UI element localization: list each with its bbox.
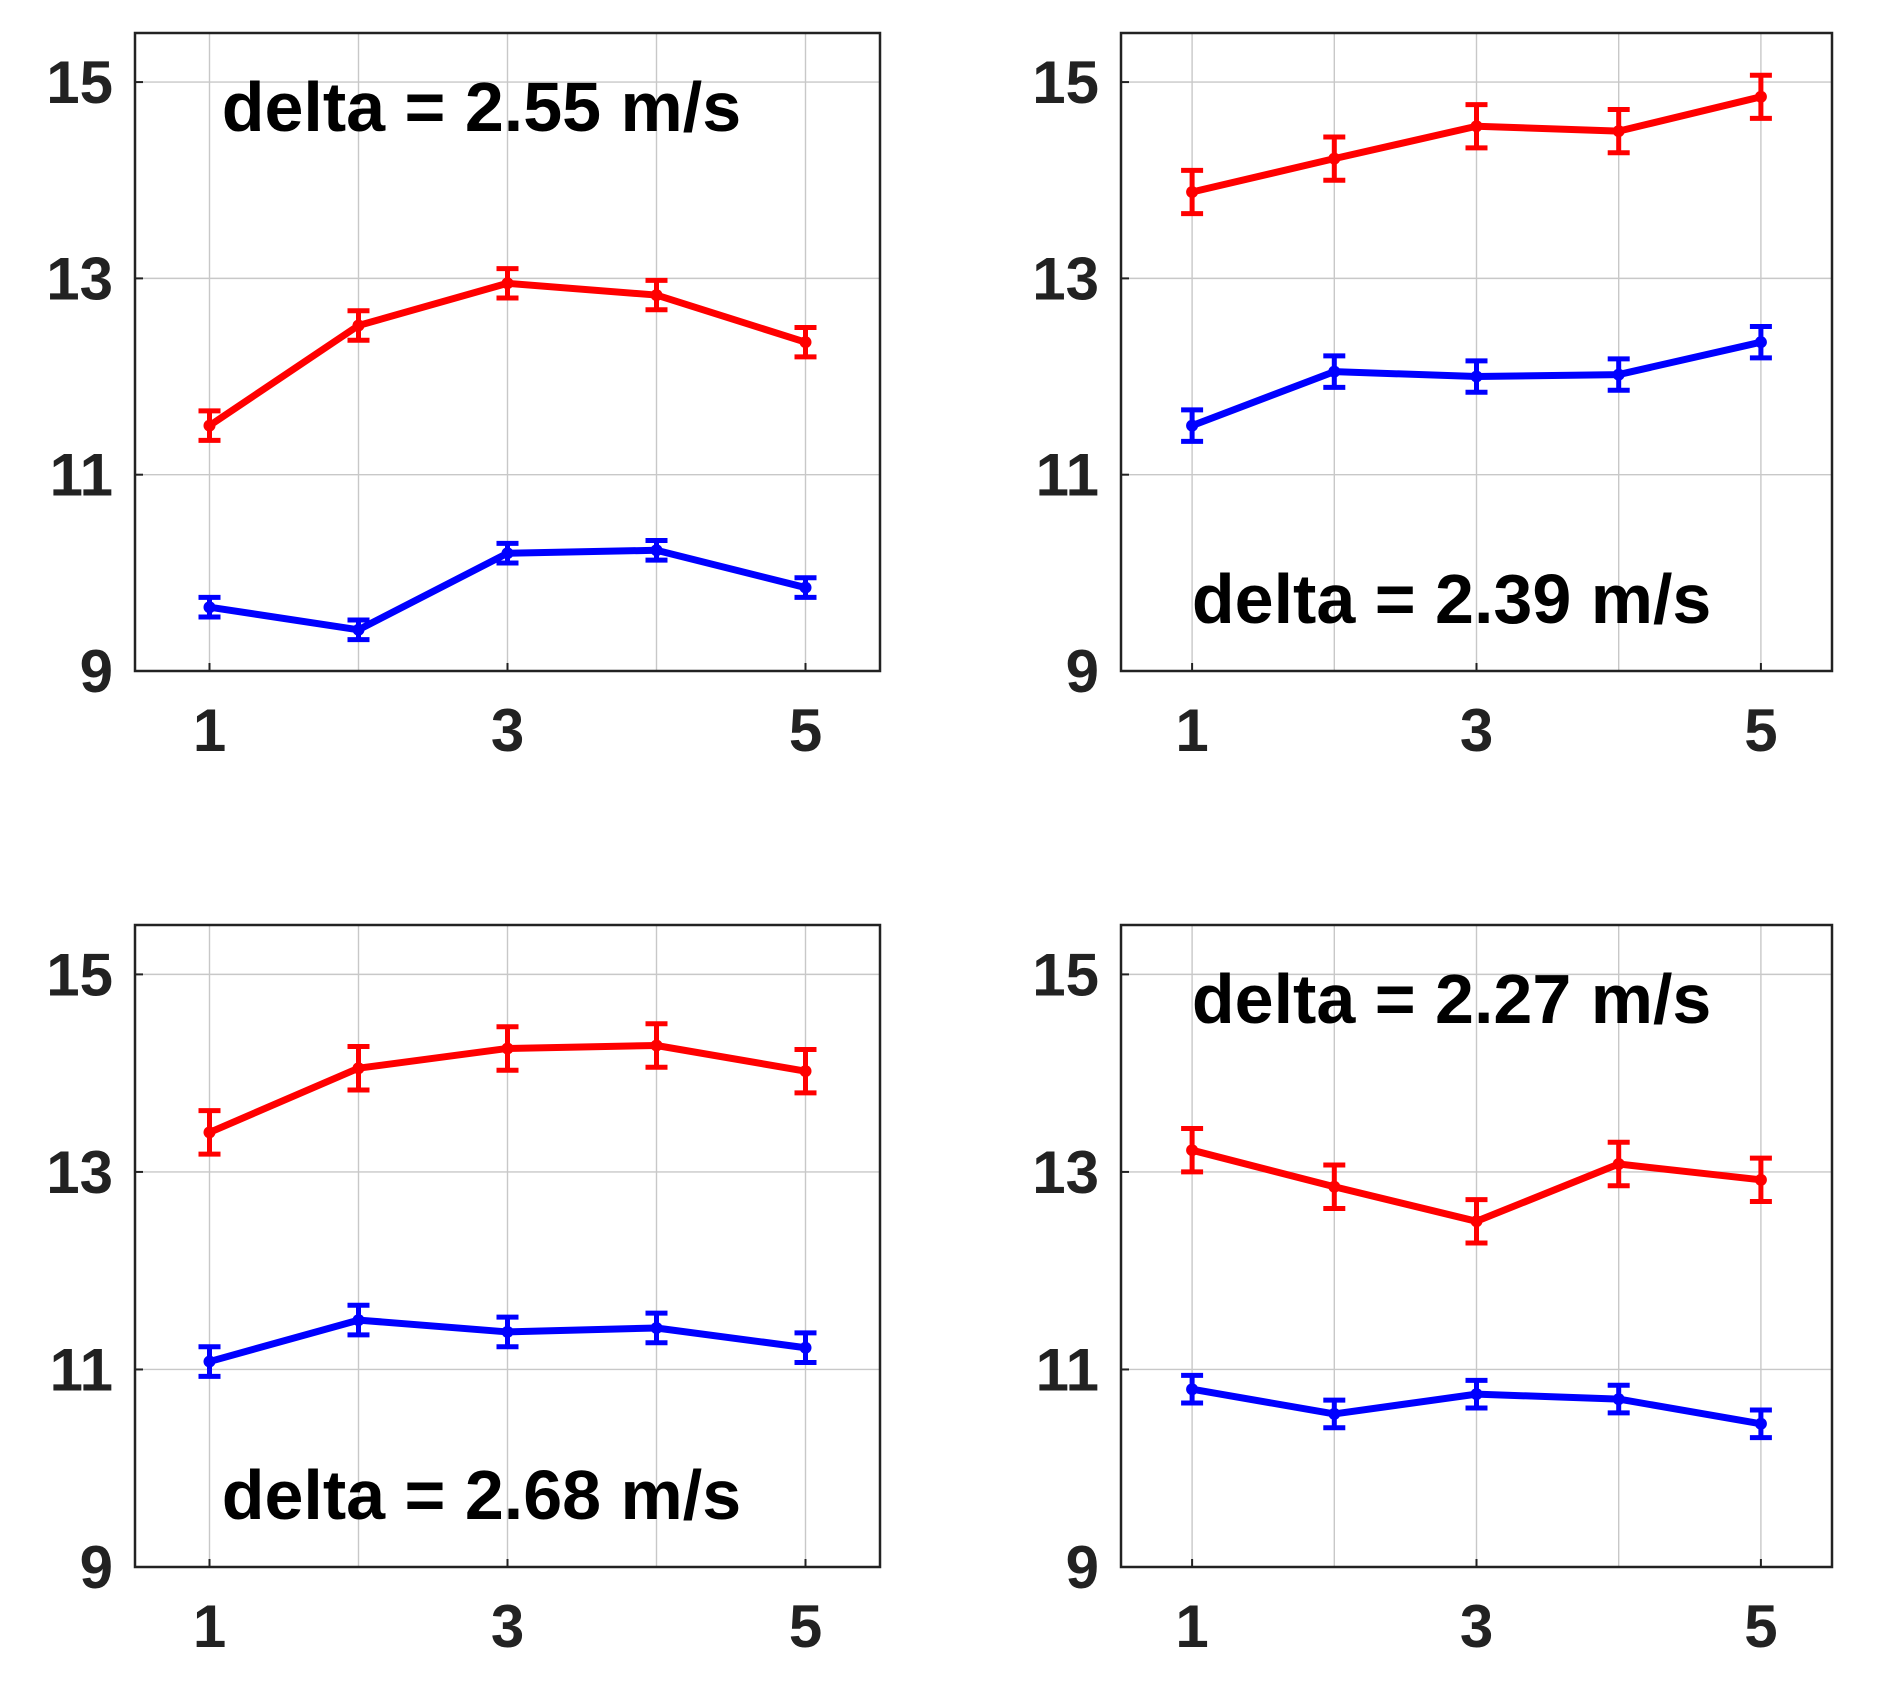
- x-tick-label: 5: [789, 1593, 822, 1660]
- delta-annotation: delta = 2.39 m/s: [1192, 560, 1711, 638]
- red-data-point: [1612, 125, 1625, 138]
- red-data-point: [1186, 186, 1199, 199]
- y-tick-label: 11: [1036, 442, 1099, 509]
- red-data-point: [1186, 1144, 1199, 1157]
- y-tick-label: 9: [1066, 1534, 1099, 1601]
- x-tick-label: 1: [193, 1593, 226, 1660]
- delta-annotation: delta = 2.55 m/s: [222, 68, 741, 146]
- x-tick-label: 1: [193, 697, 226, 764]
- blue-data-point: [1754, 1417, 1767, 1430]
- x-tick-label: 1: [1175, 1593, 1208, 1660]
- y-tick-label: 15: [46, 941, 113, 1008]
- y-tick-label: 11: [1036, 1336, 1099, 1403]
- x-tick-label: 5: [1744, 1593, 1777, 1660]
- red-data-point: [501, 1042, 514, 1055]
- blue-data-point: [1612, 368, 1625, 381]
- red-data-point: [650, 289, 663, 302]
- blue-data-point: [1186, 419, 1199, 432]
- y-tick-label: 11: [50, 442, 113, 509]
- y-tick-label: 9: [80, 1534, 113, 1601]
- blue-data-point: [501, 547, 514, 560]
- red-data-point: [799, 1065, 812, 1078]
- blue-data-point: [1470, 370, 1483, 383]
- x-tick-label: 3: [491, 1593, 524, 1660]
- y-tick-label: 15: [46, 49, 113, 116]
- x-tick-label: 3: [491, 697, 524, 764]
- blue-data-point: [1328, 365, 1341, 378]
- y-tick-label: 13: [1032, 1139, 1099, 1206]
- y-tick-label: 9: [80, 638, 113, 705]
- blue-data-point: [352, 1314, 365, 1327]
- blue-data-point: [203, 601, 216, 614]
- red-data-point: [1612, 1158, 1625, 1171]
- red-data-point: [650, 1039, 663, 1052]
- blue-data-point: [650, 1321, 663, 1334]
- x-tick-label: 1: [1175, 697, 1208, 764]
- red-data-point: [203, 1126, 216, 1139]
- red-data-point: [203, 419, 216, 432]
- red-data-point: [799, 336, 812, 349]
- blue-data-point: [1754, 336, 1767, 349]
- y-tick-label: 11: [50, 1336, 113, 1403]
- blue-data-point: [799, 581, 812, 594]
- y-tick-label: 13: [1032, 245, 1099, 312]
- blue-data-point: [203, 1355, 216, 1368]
- red-data-point: [1754, 1173, 1767, 1186]
- red-data-point: [1754, 90, 1767, 103]
- red-data-point: [352, 1062, 365, 1075]
- blue-data-point: [1186, 1383, 1199, 1396]
- red-data-point: [352, 319, 365, 332]
- blue-data-point: [352, 623, 365, 636]
- blue-data-point: [1612, 1393, 1625, 1406]
- blue-data-point: [501, 1325, 514, 1338]
- blue-data-point: [650, 544, 663, 557]
- x-tick-label: 3: [1460, 1593, 1493, 1660]
- blue-data-point: [1470, 1388, 1483, 1401]
- x-tick-label: 5: [1744, 697, 1777, 764]
- y-tick-label: 15: [1032, 49, 1099, 116]
- y-tick-label: 13: [46, 245, 113, 312]
- delta-annotation: delta = 2.27 m/s: [1192, 960, 1711, 1038]
- x-tick-label: 5: [789, 697, 822, 764]
- blue-data-point: [799, 1341, 812, 1354]
- red-data-point: [501, 277, 514, 290]
- delta-annotation: delta = 2.68 m/s: [222, 1456, 741, 1534]
- red-data-point: [1470, 120, 1483, 133]
- red-data-point: [1470, 1215, 1483, 1228]
- red-data-point: [1328, 1180, 1341, 1193]
- y-tick-label: 9: [1066, 638, 1099, 705]
- blue-data-point: [1328, 1407, 1341, 1420]
- red-data-point: [1328, 152, 1341, 165]
- y-tick-label: 15: [1032, 941, 1099, 1008]
- x-tick-label: 3: [1460, 697, 1493, 764]
- y-tick-label: 13: [46, 1139, 113, 1206]
